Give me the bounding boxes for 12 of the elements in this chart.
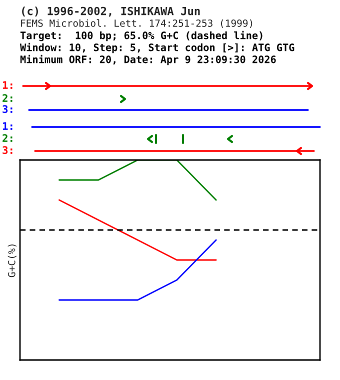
y-axis-title: G+C(%) — [8, 244, 16, 278]
text: FEMS Microbiol. Lett. 174:251-253 (1999) — [21, 19, 252, 28]
text: Target: 100 bp; 65.0% G+C (dashed line) — [20, 30, 262, 42]
text: 3: — [2, 146, 12, 154]
text: 3: — [2, 105, 12, 114]
text: 2: — [2, 134, 12, 142]
text: 2: — [2, 94, 12, 102]
text: (c) 1996-2002, ISHIKAWA Jun — [22, 6, 200, 17]
text: 1: — [2, 81, 12, 89]
text: Minimum ORF: 20, Date: Apr 9 23:09:30 2026 — [20, 54, 276, 66]
text: 1: — [2, 122, 12, 130]
text: Window: 10, Step: 5, Start codon [>]: ATG GTG — [20, 42, 294, 54]
